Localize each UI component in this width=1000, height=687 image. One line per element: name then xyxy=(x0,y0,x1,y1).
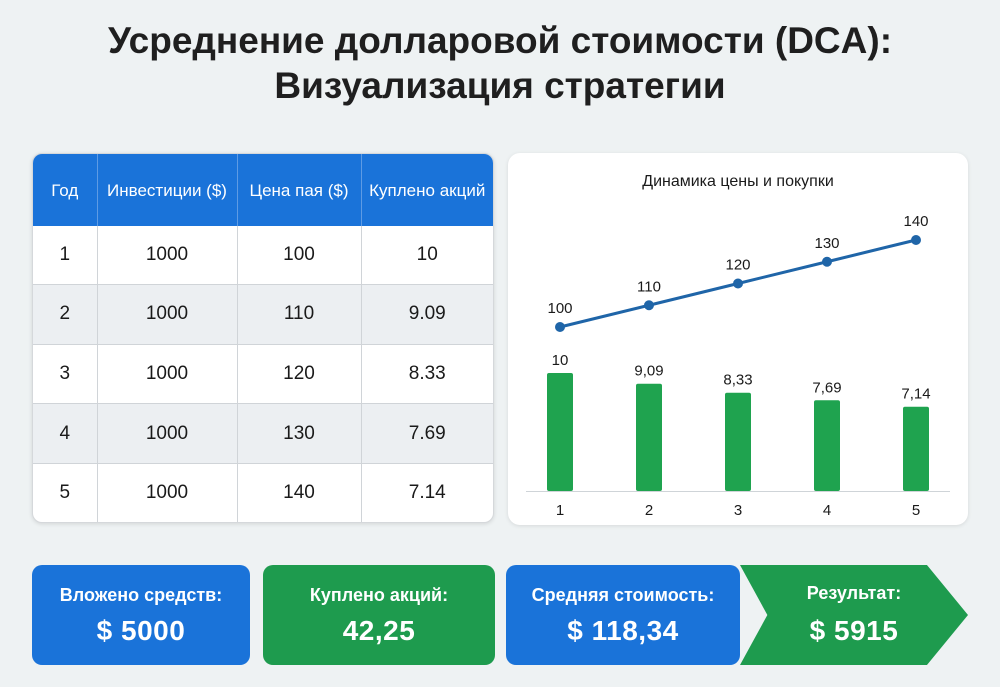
cell-year: 5 xyxy=(33,463,98,522)
cell-year: 2 xyxy=(33,284,98,345)
price-label: 140 xyxy=(903,213,928,230)
avg-cost-box: Средняя стоимость: $ 118,34 xyxy=(506,565,740,665)
x-tick-label: 4 xyxy=(823,502,831,519)
bar xyxy=(725,392,751,491)
cell-year: 1 xyxy=(33,226,98,285)
shares-value: 42,25 xyxy=(342,615,416,646)
avg-cost-label: Средняя стоимость: xyxy=(531,585,715,605)
bar-label: 7,69 xyxy=(812,379,841,396)
cell-price: 110 xyxy=(237,284,362,345)
cell-investment: 1000 xyxy=(97,403,238,465)
x-tick-label: 1 xyxy=(556,502,564,519)
dca-table: Год Инвестиции ($) Цена пая ($) Куплено … xyxy=(32,153,494,523)
bar-label: 7,14 xyxy=(901,386,930,403)
invested-label: Вложено средств: xyxy=(59,585,223,605)
header-year: Год xyxy=(33,154,98,226)
cell-price: 120 xyxy=(237,344,362,405)
x-tick-label: 2 xyxy=(645,502,653,519)
cell-shares: 9.09 xyxy=(361,284,493,345)
price-purchase-chart: 10 9,09 8,33 7,69 7,14 1 2 3 4 5 100 110 120 130 140 xyxy=(526,213,950,519)
cell-shares: 7.14 xyxy=(408,482,446,504)
price-label: 110 xyxy=(637,278,661,295)
chart-title: Динамика цены и покупки xyxy=(642,173,834,190)
cell-investment: 1000 xyxy=(97,344,238,405)
bar-label: 8,33 xyxy=(723,372,752,389)
x-tick-label: 5 xyxy=(912,502,920,519)
shares-label: Куплено акций: xyxy=(309,585,449,605)
price-point xyxy=(733,278,743,289)
header-investment: Инвестиции ($) xyxy=(97,154,238,226)
chart-card: Динамика цены и покупки 10 9,09 8,33 7,69 7,… xyxy=(508,153,968,525)
table-row: 1 1000 100 10 xyxy=(33,226,493,285)
cell-year: 4 xyxy=(33,403,98,465)
cell-price: 100 xyxy=(237,226,362,285)
shares-box: Куплено акций: 42,25 xyxy=(263,565,495,665)
cell-shares: 10 xyxy=(361,226,493,285)
price-point xyxy=(822,256,832,267)
cell-price: 130 xyxy=(237,403,362,465)
cell-shares: 8.33 xyxy=(361,344,493,405)
header-shares: Куплено акций xyxy=(361,154,493,226)
bar-label: 10 xyxy=(552,352,569,369)
cell-year: 3 xyxy=(33,344,98,405)
page-title-line2: Визуализация стратегии xyxy=(274,65,726,106)
price-label: 130 xyxy=(814,235,839,252)
page-title: Усреднение долларовой стоимости (DCA): В… xyxy=(0,18,1000,108)
price-label: 120 xyxy=(725,257,750,274)
page-title-line1: Усреднение долларовой стоимости (DCA): xyxy=(107,20,893,61)
table-header-row: Год Инвестиции ($) Цена пая ($) Куплено … xyxy=(33,154,493,226)
cell-price: 140 xyxy=(237,463,362,522)
price-point xyxy=(644,300,654,311)
invested-value: $ 5000 xyxy=(96,615,186,646)
avg-cost-value: $ 118,34 xyxy=(567,615,679,646)
table-row: 3 1000 120 8.33 xyxy=(33,344,493,405)
result-label: Результат: xyxy=(806,583,902,603)
price-point xyxy=(911,235,921,245)
x-tick-label: 3 xyxy=(734,502,742,519)
header-price: Цена пая ($) xyxy=(237,154,362,226)
cell-investment: 1000 xyxy=(97,463,238,522)
price-point xyxy=(555,322,565,332)
bar xyxy=(547,373,573,491)
cell-investment: 1000 xyxy=(97,284,238,345)
bar xyxy=(903,406,929,491)
result-value: $ 5915 xyxy=(809,615,899,646)
cell-shares: 7.69 xyxy=(361,403,493,465)
bar xyxy=(814,400,840,491)
bar-label: 9,09 xyxy=(634,363,663,380)
table-row: 4 1000 130 7.69 xyxy=(33,403,493,465)
cell-investment: 1000 xyxy=(97,226,238,285)
price-label: 100 xyxy=(547,300,572,317)
invested-box: Вложено средств: $ 5000 xyxy=(32,565,250,665)
bar xyxy=(636,383,662,491)
table-row: 5 1000 140 7.14 xyxy=(33,463,493,522)
table-row: 2 1000 110 9.09 xyxy=(33,284,493,345)
result-box: Результат: $ 5915 xyxy=(740,565,968,665)
